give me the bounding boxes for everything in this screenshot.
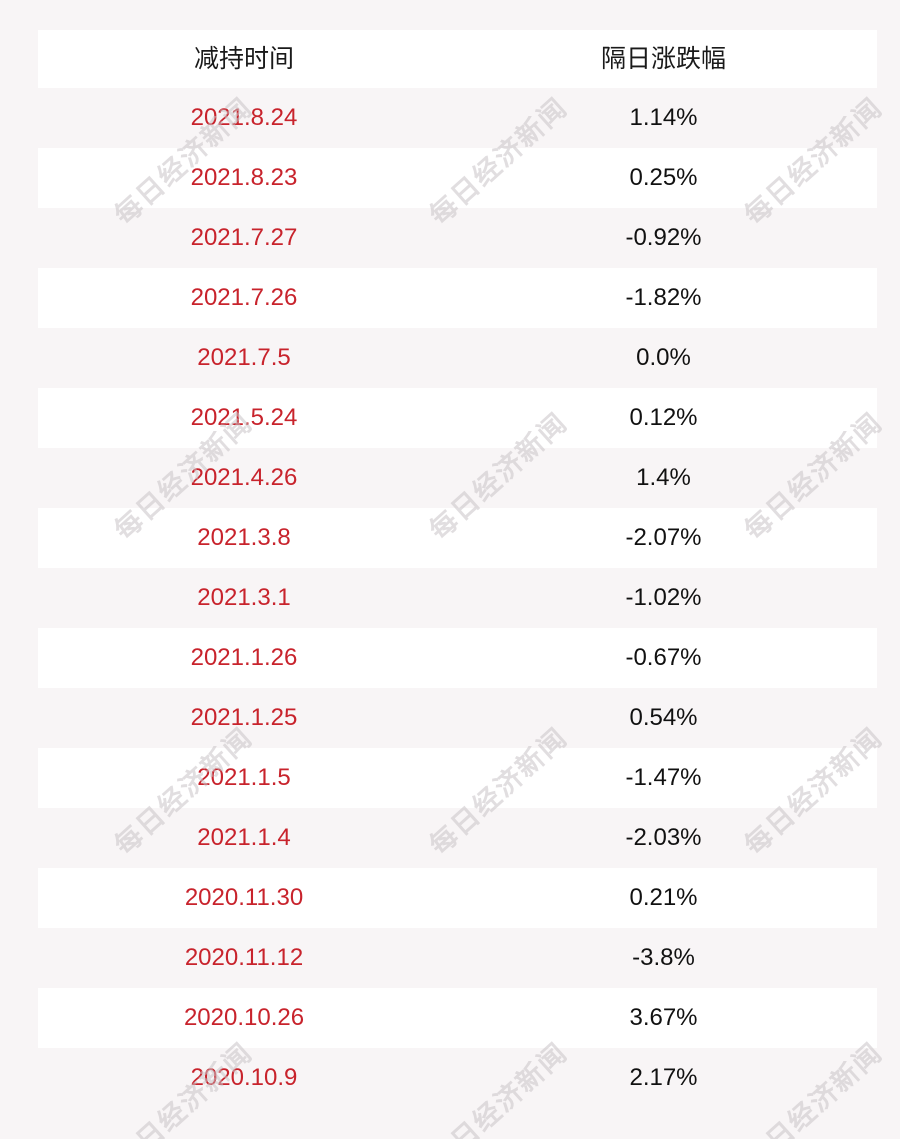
table-row: 2021.3.8 -2.07% [38,508,877,568]
next-day-change-cell: -2.07% [625,524,702,551]
next-day-change-cell: -0.67% [625,644,702,671]
data-table: 减持时间 隔日涨跌幅 2021.8.24 1.14% 2021.8.23 0.25% 2… [38,30,877,1108]
table-row: 2020.10.26 3.67% [38,988,877,1048]
sell-date-cell: 2021.3.8 [197,524,291,551]
sell-date-cell: 2020.11.30 [184,884,304,911]
next-day-change-cell: 0.25% [629,164,698,191]
column-header-next-day-change: 隔日涨跌幅 [600,44,726,73]
next-day-change-cell: 0.54% [629,704,698,731]
table-row: 2021.1.5 -1.47% [38,748,877,808]
sell-date-cell: 2021.3.1 [197,584,291,611]
table-row: 2020.10.9 2.17% [38,1048,877,1108]
next-day-change-cell: 0.0% [636,344,691,371]
table-header-row: 减持时间 隔日涨跌幅 [38,30,877,88]
next-day-change-cell: -1.02% [625,584,702,611]
next-day-change-cell: 3.67% [629,1004,698,1031]
table-row: 2021.3.1 -1.02% [38,568,877,628]
sell-date-cell: 2021.4.26 [190,464,298,491]
table-row: 2020.11.30 0.21% [38,868,877,928]
table-row: 2020.11.12 -3.8% [38,928,877,988]
next-day-change-cell: 1.14% [629,104,698,131]
next-day-change-cell: -3.8% [632,944,695,971]
sell-date-cell: 2021.8.24 [190,104,298,131]
table-row: 2021.1.4 -2.03% [38,808,877,868]
next-day-change-cell: 2.17% [629,1064,698,1091]
table-row: 2021.8.24 1.14% [38,88,877,148]
next-day-change-cell: 0.12% [629,404,698,431]
sell-date-cell: 2021.5.24 [190,404,298,431]
sell-date-cell: 2021.1.5 [197,764,291,791]
table-body: 2021.8.24 1.14% 2021.8.23 0.25% 2021.7.27 -0.… [38,88,877,1108]
table-row: 2021.7.5 0.0% [38,328,877,388]
sell-date-cell: 2021.7.5 [197,344,291,371]
sell-date-cell: 2020.11.12 [184,944,304,971]
next-day-change-cell: -1.82% [625,284,702,311]
table-row: 2021.8.23 0.25% [38,148,877,208]
sell-date-cell: 2021.1.26 [190,644,298,671]
sell-date-cell: 2021.7.26 [190,284,298,311]
column-header-sell-date: 减持时间 [193,44,294,73]
next-day-change-cell: 0.21% [629,884,698,911]
sell-date-cell: 2021.1.25 [190,704,298,731]
table-row: 2021.7.27 -0.92% [38,208,877,268]
table-row: 2021.7.26 -1.82% [38,268,877,328]
next-day-change-cell: 1.4% [636,464,691,491]
table-row: 2021.1.25 0.54% [38,688,877,748]
table-row: 2021.4.26 1.4% [38,448,877,508]
next-day-change-cell: -2.03% [625,824,702,851]
sell-date-cell: 2021.7.27 [190,224,298,251]
sell-date-cell: 2021.1.4 [197,824,291,851]
table-row: 2021.1.26 -0.67% [38,628,877,688]
next-day-change-cell: -1.47% [625,764,702,791]
sell-date-cell: 2020.10.26 [183,1004,305,1031]
next-day-change-cell: -0.92% [625,224,702,251]
sell-date-cell: 2021.8.23 [190,164,298,191]
table-row: 2021.5.24 0.12% [38,388,877,448]
sell-date-cell: 2020.10.9 [190,1064,298,1091]
